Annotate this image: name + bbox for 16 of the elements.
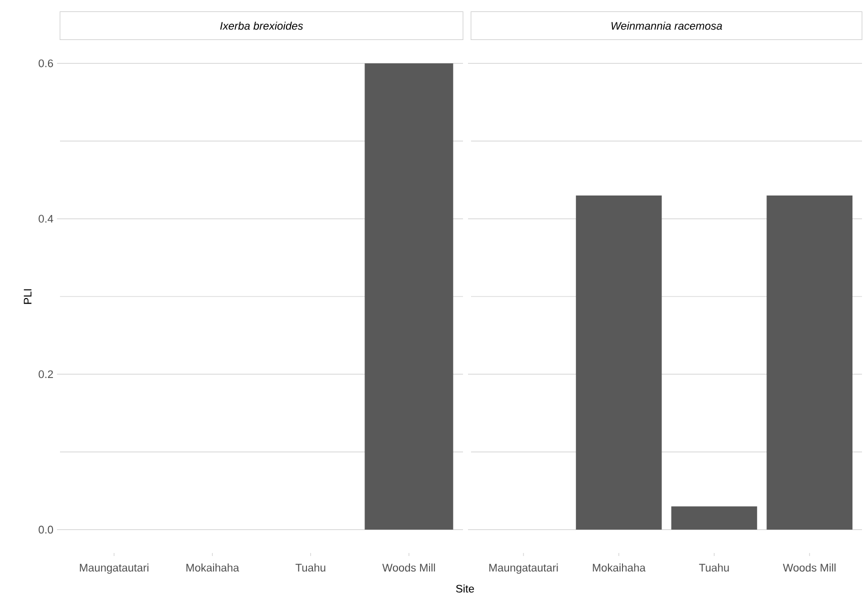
- y-tick-label: 0.0: [38, 526, 54, 534]
- x-tick-label: Maungatautari: [80, 564, 148, 574]
- y-tick-label: 0.2: [38, 370, 53, 378]
- x-tick-label: Tuahu: [296, 564, 326, 572]
- x-tick-label: Maungatautari: [489, 564, 558, 574]
- x-tick-label: Mokaihaha: [592, 564, 646, 572]
- chart-title: Ixerba brexioides: [220, 22, 303, 30]
- chart-title: Weinmannia racemosa: [612, 22, 722, 30]
- x-tick-label: Tuahu: [699, 564, 729, 572]
- x-tick-label: Woods Mill: [382, 564, 435, 572]
- y-axis-title: PLI: [24, 289, 32, 304]
- y-tick-label: 0.6: [38, 59, 53, 68]
- x-tick-label: Mokaihaha: [186, 564, 240, 572]
- y-tick-label: 0.4: [38, 214, 54, 223]
- x-axis-title: Site: [456, 584, 474, 593]
- x-tick-label: Woods Mill: [782, 564, 836, 572]
